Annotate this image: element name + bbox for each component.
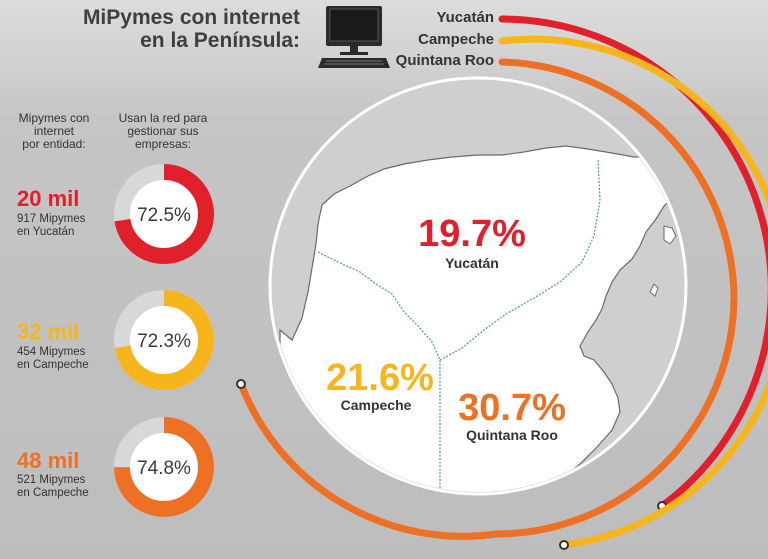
- computer-icon: [318, 6, 390, 68]
- note-yucatan-line-2: en Yucatán: [17, 226, 75, 238]
- map-label-campeche: Campeche: [341, 397, 412, 413]
- column-head-usage-line-3: empresas:: [134, 137, 192, 151]
- map-value-quintana-roo: 30.7%: [458, 387, 566, 429]
- border-yucatan-quintana-roo: [439, 159, 601, 361]
- border-yucatan-campeche: [317, 251, 441, 361]
- map-value-campeche: 21.6%: [326, 357, 434, 399]
- donut-value-quintana-roo: 74.8%: [137, 458, 191, 479]
- column-head-entities-line-1: Mipymes con: [18, 111, 90, 125]
- column-head-entities-line-3: por entidad:: [22, 137, 86, 151]
- column-head-usage: Usan la red para gestionar sus empresas:: [108, 112, 218, 151]
- column-head-entities-line-2: internet: [33, 124, 75, 138]
- title-line-1: MiPymes con internet: [82, 6, 300, 29]
- legend-item-yucatan: Yucatán: [436, 9, 494, 26]
- donut-list: 72.5% 72.3% 74.8%: [114, 164, 214, 517]
- title-line-2: en la Península:: [140, 29, 300, 52]
- note-quintana-roo-line-2: en Campeche: [17, 487, 89, 499]
- legend-item-campeche: Campeche: [418, 31, 494, 48]
- note-yucatan-line-1: 917 Mipymes: [17, 213, 86, 225]
- donut-slice-yucatan: [114, 164, 214, 264]
- quintana-roo-arc: [237, 58, 738, 540]
- note-campeche-line-1: 454 Mipymes: [17, 346, 86, 358]
- map-label-yucatan: Yucatán: [445, 255, 499, 271]
- count-quintana-roo: 48 mil: [17, 448, 80, 473]
- count-yucatan: 20 mil: [17, 186, 80, 211]
- map-label-quintana-roo: Quintana Roo: [466, 427, 558, 443]
- donut-slice-quintana-roo: [114, 417, 214, 517]
- donut-slice-campeche: [114, 290, 214, 390]
- donut-value-yucatan: 72.5%: [137, 205, 191, 226]
- peninsula-map: [279, 145, 680, 492]
- campeche-arc: [498, 35, 768, 549]
- note-quintana-roo-line-1: 521 Mipymes: [17, 474, 86, 486]
- legend-item-quintana-roo: Quintana Roo: [395, 52, 494, 69]
- column-head-usage-line-1: Usan la red para: [118, 111, 208, 125]
- yucatan-arc: [498, 15, 768, 510]
- campeche-arc-end: [559, 540, 569, 550]
- donut-value-campeche: 72.3%: [137, 331, 191, 352]
- quintana-roo-arc-end: [236, 379, 246, 389]
- column-head-entities: Mipymes con internet por entidad:: [6, 112, 102, 151]
- page-title: MiPymes con internet en la Península:: [60, 6, 300, 52]
- map-value-yucatan: 19.7%: [418, 213, 526, 255]
- column-head-usage-line-2: gestionar sus: [127, 124, 199, 138]
- count-campeche: 32 mil: [17, 319, 80, 344]
- note-campeche-line-2: en Campeche: [17, 359, 89, 371]
